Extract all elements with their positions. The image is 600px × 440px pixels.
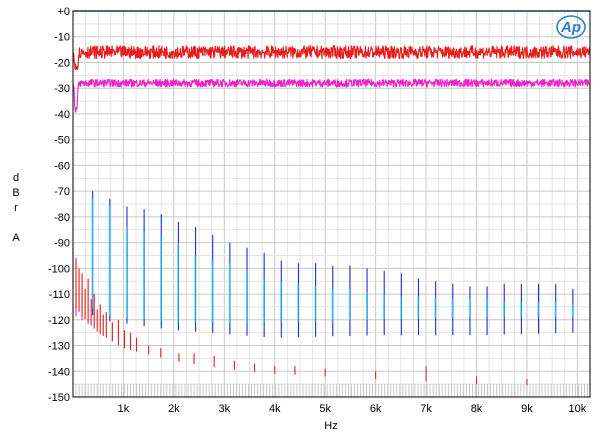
y-tick-labels: +0 -10 -20 -30 -40 -50 -60 -70 -80 -90 -100 -110 -12…	[48, 6, 70, 404]
y-tick-label: -30	[54, 83, 70, 95]
x-tick-label: 5k	[319, 403, 331, 415]
y-tick-label: -130	[48, 341, 70, 353]
x-tick-label: 6k	[370, 403, 382, 415]
grid	[72, 10, 591, 398]
series-line-3	[72, 78, 591, 113]
y-tick-label: +0	[57, 6, 70, 18]
x-tick-label: 3k	[219, 403, 231, 415]
x-tick-label: 4k	[269, 403, 281, 415]
ap-logo: Ap	[556, 15, 586, 39]
x-tick-label: 7k	[420, 403, 432, 415]
y-tick-label: -10	[54, 32, 70, 44]
y-tick-label: -110	[49, 289, 70, 301]
x-tick-label: 2k	[168, 403, 180, 415]
plot-frame	[72, 10, 591, 398]
x-tick-label: 8k	[471, 403, 483, 415]
x-tick-label: 1k	[118, 403, 130, 415]
y-tick-label: -150	[48, 392, 70, 404]
y-tick-label: -90	[54, 238, 70, 250]
y-axis-label: dBr A	[12, 172, 20, 244]
x-tick-label: 9k	[521, 403, 533, 415]
y-axis-label-char: r	[14, 202, 18, 214]
y-tick-label: -120	[48, 315, 70, 327]
x-tick-label: 10k	[569, 403, 587, 415]
y-tick-label: -100	[48, 263, 70, 275]
y-tick-label: -80	[54, 212, 70, 224]
y-axis-label-char: d	[13, 172, 19, 184]
x-axis-label: Hz	[324, 420, 337, 432]
ap-logo-text: Ap	[560, 19, 581, 36]
y-tick-label: -40	[54, 109, 70, 121]
y-tick-label: -20	[54, 57, 70, 69]
y-tick-label: -60	[54, 160, 70, 172]
x-tick-labels: 1k 2k 3k 4k 5k 6k 7k 8k 9k 10k	[118, 403, 587, 415]
y-axis-label-char: A	[12, 232, 20, 244]
y-axis-label-char: B	[12, 187, 19, 199]
series-line-4	[72, 45, 591, 71]
noise-floor-hatch	[75, 384, 588, 397]
y-tick-label: -140	[48, 366, 70, 378]
y-tick-label: -70	[54, 186, 70, 198]
y-tick-label: -50	[54, 135, 70, 147]
